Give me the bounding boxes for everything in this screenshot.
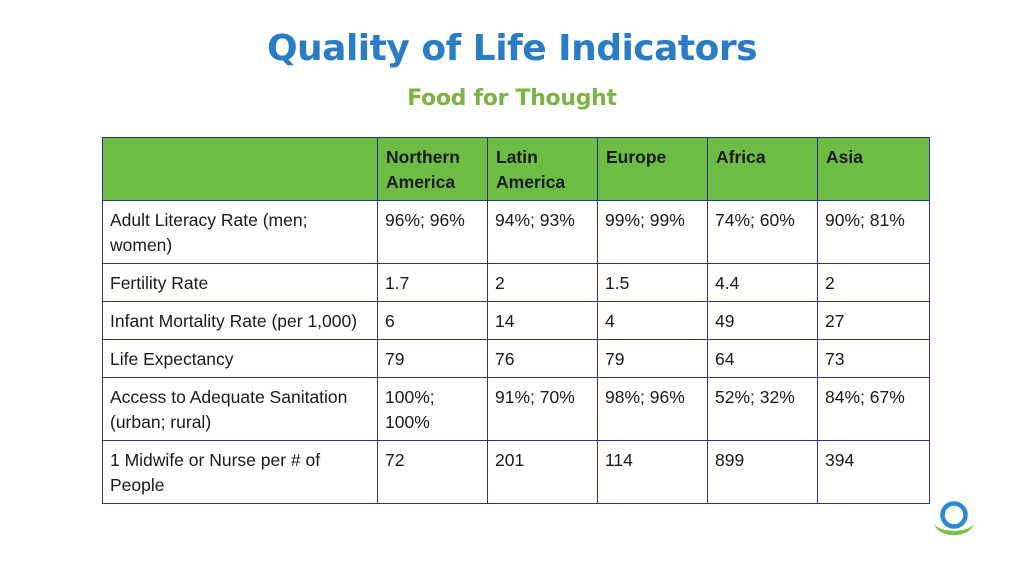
page-title: Quality of Life Indicators — [266, 28, 758, 69]
indicators-table: Northern America Latin America Europe Af… — [102, 137, 930, 504]
column-header-europe: Europe — [597, 137, 708, 201]
table-cell: 90%; 81% — [817, 200, 930, 264]
table-cell: 114 — [597, 440, 708, 504]
row-label: Infant Mortality Rate (per 1,000) — [102, 301, 378, 340]
table-cell: 49 — [707, 301, 818, 340]
table-cell: 1.7 — [377, 263, 488, 302]
table-cell: 84%; 67% — [817, 377, 930, 441]
logo-swoosh — [934, 524, 974, 536]
ring-logo-icon — [934, 501, 974, 536]
table-cell: 27 — [817, 301, 930, 340]
column-header-latin-america: Latin America — [487, 137, 598, 201]
table-cell: 96%; 96% — [377, 200, 488, 264]
column-header-africa: Africa — [707, 137, 818, 201]
table-cell: 14 — [487, 301, 598, 340]
table-cell: 100%; 100% — [377, 377, 488, 441]
table-row: Access to Adequate Sanitation (urban; ru… — [102, 377, 930, 441]
table-cell: 64 — [707, 339, 818, 378]
table-header-row: Northern America Latin America Europe Af… — [102, 137, 930, 201]
row-label: 1 Midwife or Nurse per # of People — [102, 440, 378, 504]
row-label: Life Expectancy — [102, 339, 378, 378]
table-cell: 76 — [487, 339, 598, 378]
table-cell: 98%; 96% — [597, 377, 708, 441]
row-label: Fertility Rate — [102, 263, 378, 302]
table-cell: 899 — [707, 440, 818, 504]
table-cell: 1.5 — [597, 263, 708, 302]
table-cell: 74%; 60% — [707, 200, 818, 264]
table-row: Life Expectancy 79 76 79 64 73 — [102, 339, 930, 378]
table-cell: 4 — [597, 301, 708, 340]
table-cell: 79 — [597, 339, 708, 378]
table-row: Fertility Rate 1.7 2 1.5 4.4 2 — [102, 263, 930, 302]
table-cell: 99%; 99% — [597, 200, 708, 264]
table-cell: 79 — [377, 339, 488, 378]
row-label: Access to Adequate Sanitation (urban; ru… — [102, 377, 378, 441]
table-cell: 2 — [817, 263, 930, 302]
table-cell: 394 — [817, 440, 930, 504]
logo-ring — [940, 501, 968, 529]
table-cell: 94%; 93% — [487, 200, 598, 264]
column-header-indicator — [102, 137, 378, 201]
row-label: Adult Literacy Rate (men; women) — [102, 200, 378, 264]
table-cell: 4.4 — [707, 263, 818, 302]
column-header-asia: Asia — [817, 137, 930, 201]
column-header-northern-america: Northern America — [377, 137, 488, 201]
table-cell: 72 — [377, 440, 488, 504]
table-cell: 2 — [487, 263, 598, 302]
page-subtitle: Food for Thought — [407, 86, 617, 111]
table-cell: 73 — [817, 339, 930, 378]
table-cell: 52%; 32% — [707, 377, 818, 441]
table-cell: 6 — [377, 301, 488, 340]
table-cell: 91%; 70% — [487, 377, 598, 441]
table-row: Infant Mortality Rate (per 1,000) 6 14 4… — [102, 301, 930, 340]
table-row: Adult Literacy Rate (men; women) 96%; 96… — [102, 200, 930, 264]
table-row: 1 Midwife or Nurse per # of People 72 20… — [102, 440, 930, 504]
table-cell: 201 — [487, 440, 598, 504]
